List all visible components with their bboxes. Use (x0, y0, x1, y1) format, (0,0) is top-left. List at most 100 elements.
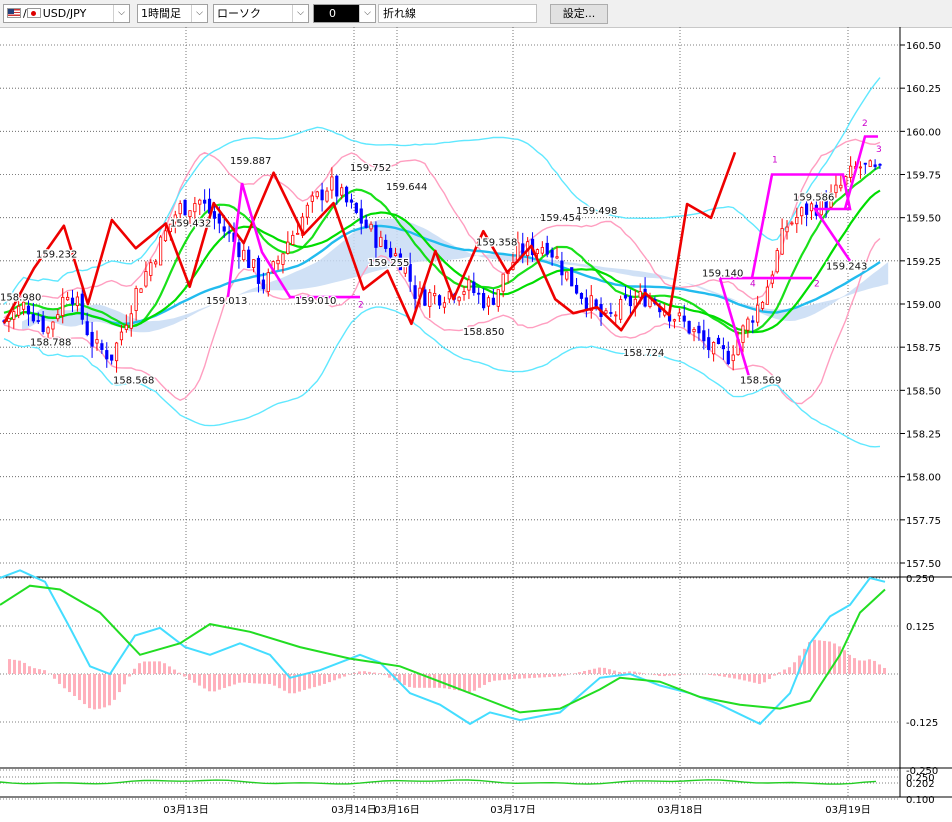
macd-histogram-bar (808, 642, 811, 674)
candle-body (839, 184, 843, 189)
macd-histogram-bar (503, 674, 506, 680)
price-label: 159.432 (170, 218, 211, 229)
macd-histogram-bar (838, 646, 841, 674)
chevron-down-icon: ⌵ (191, 5, 207, 22)
candle-body (496, 289, 500, 307)
candle-body (623, 294, 628, 299)
macd-histogram-bar (23, 662, 26, 674)
macd-histogram-bar (198, 674, 201, 686)
macd-histogram-bar (433, 674, 436, 688)
macd-histogram-bar (758, 674, 761, 684)
macd-histogram-bar (583, 671, 586, 674)
line-mode-field[interactable]: 折れ線 (378, 4, 537, 23)
candle-body (584, 297, 588, 310)
macd-histogram-bar (858, 660, 861, 674)
candle-body (46, 327, 50, 334)
macd-histogram-bar (748, 674, 751, 682)
candle-body (105, 350, 109, 360)
currency-pair-label: USD/JPY (42, 7, 87, 20)
candle-body (408, 263, 412, 282)
settings-button[interactable]: 設定... (550, 4, 608, 24)
grid (0, 27, 952, 798)
candle-body (873, 164, 877, 167)
candle-body (129, 313, 133, 329)
chart-area[interactable]: 1 2 3 4 2 2 159.887 159.752 159.644 159.432 159.4… (0, 27, 952, 822)
macd-histogram-bar (653, 674, 656, 676)
candle-body (472, 281, 476, 294)
macd-histogram-bar (563, 674, 566, 676)
candle-body (565, 271, 569, 280)
candle-body (751, 320, 755, 323)
wave-label: 3 (876, 145, 882, 155)
candle-body (687, 320, 691, 334)
candle-body (384, 239, 388, 249)
jp-flag-icon (26, 8, 41, 18)
macd-histogram-bar (673, 674, 676, 676)
macd-histogram-bar (203, 674, 206, 689)
candle-body (535, 249, 540, 254)
y-tick-label: 157.75 (906, 516, 941, 527)
macd-histogram-bar (718, 674, 721, 677)
candle-body (7, 318, 11, 322)
macd-histogram-bar (538, 674, 541, 678)
candle-body (403, 265, 407, 274)
chart-type-select[interactable]: ローソク ⌵ (213, 4, 309, 23)
macd-histogram-bar (253, 674, 256, 684)
macd-histogram-bar (663, 674, 666, 677)
sub-tick-label: 0.202 (906, 779, 935, 790)
price-label: 158.724 (623, 348, 664, 359)
y-tick-label: 160.50 (906, 41, 941, 52)
candle-body (51, 321, 55, 330)
candle-body (178, 203, 182, 215)
candle-body (261, 279, 265, 290)
candle-body (379, 236, 383, 247)
macd-histogram-bar (428, 674, 431, 688)
candle-body (849, 165, 853, 178)
candle-body (741, 325, 745, 343)
candle-body (41, 316, 45, 333)
indicator-select[interactable]: 0 ⌵ (313, 4, 376, 23)
macd-histogram-bar (643, 673, 646, 674)
macd-histogram-bar (723, 674, 726, 677)
timeframe-select[interactable]: 1時間足 ⌵ (137, 4, 208, 23)
candle-body (139, 288, 143, 293)
macd-histogram-bar (678, 674, 681, 675)
macd-histogram-bar (168, 666, 171, 674)
candle-body (819, 195, 823, 216)
macd-histogram-bar (143, 661, 146, 674)
candle-body (183, 199, 187, 216)
candle-body (716, 337, 721, 345)
candle-body (756, 304, 760, 323)
macd-histogram-bar (713, 674, 716, 676)
macd-histogram-bar (548, 674, 551, 677)
macd-histogram-bar (108, 674, 111, 706)
macd-histogram-bar (483, 674, 486, 685)
macd-histogram-bar (273, 674, 276, 686)
sub-indicator-line (0, 779, 877, 785)
candle-body (340, 187, 344, 196)
macd-histogram-bar (588, 669, 591, 674)
currency-pair-select[interactable]: / USD/JPY ⌵ (3, 4, 130, 23)
macd-histogram-bar (873, 660, 876, 674)
candle-body (413, 285, 417, 299)
price-label: 159.358 (476, 237, 517, 248)
candle-body (785, 226, 789, 233)
macd-histogram-bar (398, 674, 401, 683)
macd-histogram-bar (43, 670, 46, 674)
macd-histogram-bar (53, 674, 56, 679)
candle-body (707, 337, 711, 350)
macd-histogram-bar (93, 674, 96, 710)
candle-body (222, 226, 226, 232)
macd-histogram-bar (248, 674, 251, 683)
candlesticks (2, 156, 882, 373)
macd-histogram-bar (403, 674, 406, 686)
candle-body (85, 321, 89, 336)
candle-body (247, 249, 251, 269)
overlay-line-path (2, 151, 737, 332)
y-tick-label: 159.50 (906, 214, 941, 225)
candle-body (721, 345, 725, 350)
macd-histogram-bar (318, 674, 321, 686)
candle-body (790, 222, 794, 225)
macd-histogram-bar (243, 674, 246, 683)
chevron-down-icon: ⌵ (359, 5, 375, 22)
